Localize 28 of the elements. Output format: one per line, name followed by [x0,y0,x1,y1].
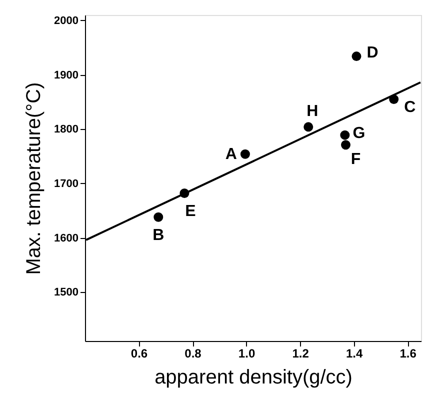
x-tick-label: 1.0 [238,346,256,360]
annotation: G [352,125,366,142]
annotation: B [152,227,164,244]
y-tick-label: 1900 [54,69,78,82]
point [352,52,362,62]
point [240,149,250,159]
x-tick-label: 1.6 [400,346,417,360]
y-tick-label: 1700 [54,178,78,190]
y-tick-label: 1600 [54,232,78,244]
point [154,212,164,222]
y-axis-title: Max. temperature(°C) [23,82,46,275]
annotation: C [404,99,416,116]
annotation: E [185,203,196,220]
y-tick-label: 1500 [54,286,78,299]
x-axis-title: apparent density(g/cc) [154,366,352,388]
x-tick-label: 1.4 [346,346,363,360]
point [340,140,350,150]
point [340,130,350,140]
annotation: H [306,102,318,120]
x-tick-label: 1.2 [292,346,310,360]
x-tick-label: 0.8 [184,346,202,360]
annotation: F [350,150,361,168]
annotation: D [366,44,378,62]
point [304,122,314,132]
y-tick-label: 1800 [54,124,78,136]
y-tick-label: 2000 [54,14,78,27]
x-tick-label: 0.6 [130,346,148,360]
annotation: A [225,146,238,164]
